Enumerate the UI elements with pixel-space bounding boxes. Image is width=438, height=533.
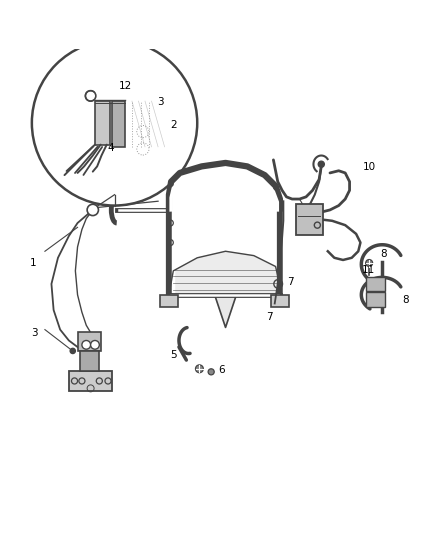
Text: 6: 6 [218, 365, 225, 375]
Text: 11: 11 [362, 265, 375, 275]
Text: 3: 3 [157, 98, 163, 108]
FancyBboxPatch shape [78, 332, 102, 351]
FancyBboxPatch shape [366, 292, 385, 306]
Polygon shape [169, 251, 280, 295]
Text: 10: 10 [363, 162, 376, 172]
Polygon shape [215, 295, 237, 327]
Circle shape [91, 341, 99, 349]
Circle shape [87, 204, 99, 215]
FancyBboxPatch shape [80, 351, 99, 371]
Circle shape [208, 369, 214, 375]
FancyBboxPatch shape [95, 101, 110, 144]
Circle shape [70, 349, 75, 353]
Text: 7: 7 [286, 277, 293, 287]
FancyBboxPatch shape [160, 295, 178, 306]
Circle shape [32, 40, 197, 206]
Circle shape [85, 91, 96, 101]
FancyBboxPatch shape [271, 295, 289, 306]
Text: 5: 5 [170, 350, 177, 360]
FancyBboxPatch shape [366, 277, 385, 292]
Text: 2: 2 [170, 119, 177, 130]
Text: 8: 8 [380, 249, 387, 260]
Text: 7: 7 [267, 312, 273, 322]
FancyBboxPatch shape [296, 204, 322, 235]
Text: 12: 12 [119, 81, 132, 91]
Circle shape [366, 260, 373, 266]
Circle shape [82, 341, 91, 349]
Circle shape [318, 161, 324, 167]
FancyBboxPatch shape [69, 371, 113, 391]
Circle shape [195, 365, 203, 373]
Text: 8: 8 [402, 295, 409, 305]
Text: 3: 3 [31, 328, 38, 337]
Text: 1: 1 [30, 259, 37, 269]
FancyBboxPatch shape [113, 101, 125, 147]
Text: 4: 4 [108, 143, 114, 152]
